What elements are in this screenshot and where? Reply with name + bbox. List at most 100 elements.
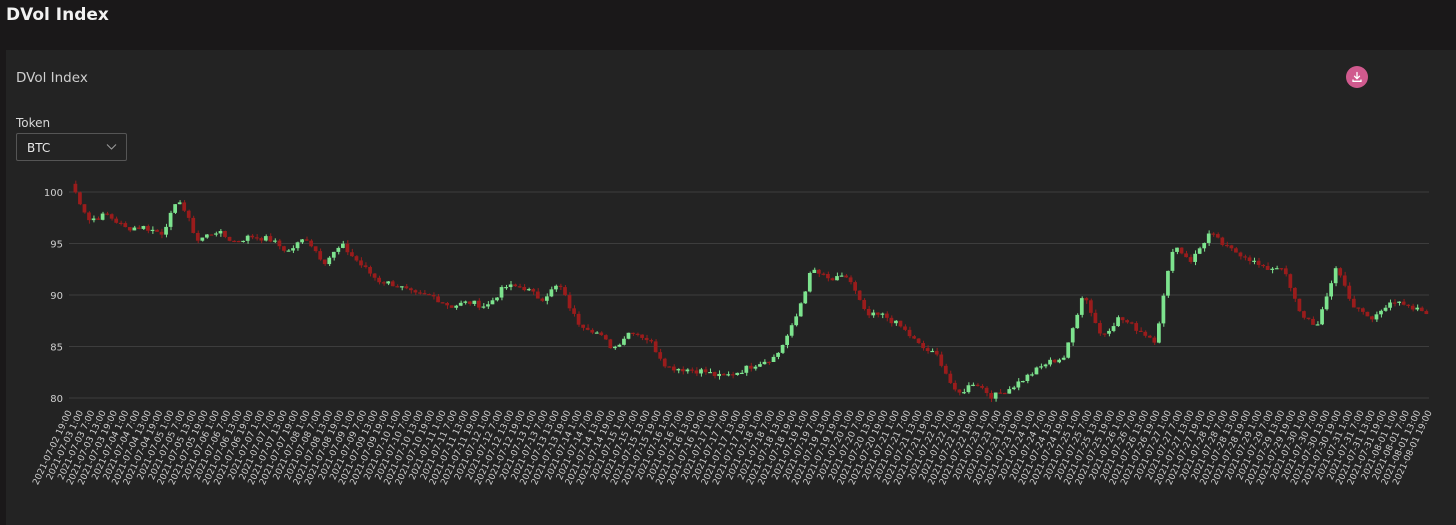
candle <box>812 267 817 274</box>
candle <box>91 215 96 223</box>
candle <box>522 284 527 292</box>
candle <box>989 390 993 403</box>
candle <box>1175 247 1179 255</box>
candle <box>1016 378 1021 391</box>
candle <box>826 271 830 282</box>
download-button[interactable] <box>1346 66 1368 88</box>
candle <box>141 225 146 231</box>
candle <box>558 283 563 290</box>
candle <box>182 200 187 213</box>
candle <box>1265 262 1270 271</box>
candle <box>1098 320 1102 336</box>
candle <box>907 326 912 339</box>
candle <box>599 331 604 336</box>
candle <box>1243 254 1247 261</box>
candle <box>848 275 853 285</box>
candle <box>1188 254 1193 264</box>
candle <box>1247 255 1252 265</box>
candle <box>608 338 613 349</box>
candle <box>649 338 653 344</box>
candle <box>681 366 685 375</box>
candle <box>1415 304 1420 312</box>
candle <box>1211 232 1216 237</box>
candle <box>563 285 567 297</box>
candle <box>1324 292 1329 311</box>
candle <box>245 234 250 244</box>
candle <box>409 287 413 294</box>
candle <box>767 361 771 365</box>
candle <box>1388 299 1392 311</box>
candle <box>146 224 150 234</box>
candle <box>236 240 241 243</box>
candle <box>127 227 132 233</box>
candle <box>1220 236 1225 247</box>
candle <box>1152 335 1157 346</box>
candle <box>458 300 463 307</box>
candle <box>857 290 862 301</box>
candle <box>1206 230 1211 246</box>
candle <box>930 348 935 353</box>
candle <box>554 284 558 292</box>
candle <box>1370 315 1374 323</box>
candle <box>78 191 82 206</box>
candle <box>885 311 889 322</box>
candle <box>214 231 218 237</box>
candle <box>925 345 930 354</box>
candle <box>735 372 740 376</box>
candle <box>631 332 635 336</box>
candle <box>531 287 536 295</box>
candle <box>726 371 731 377</box>
candle <box>1002 392 1007 395</box>
candle <box>313 246 318 253</box>
candle <box>1320 306 1324 326</box>
candle <box>499 285 504 301</box>
candle <box>105 211 109 216</box>
candle <box>739 369 744 375</box>
candle <box>422 290 427 295</box>
candle <box>567 292 572 312</box>
candle <box>263 234 268 242</box>
candle <box>853 280 857 294</box>
candle <box>1297 298 1302 312</box>
candle <box>259 236 264 244</box>
candle <box>354 255 359 262</box>
candle <box>1401 298 1406 306</box>
candle <box>137 225 141 230</box>
candle <box>889 315 894 327</box>
candle <box>377 275 381 285</box>
candle <box>73 180 78 194</box>
candle <box>241 240 245 243</box>
candle <box>644 334 649 344</box>
candle <box>581 324 585 331</box>
candle <box>934 347 939 357</box>
candle <box>1419 306 1424 312</box>
candle <box>662 357 667 369</box>
candle <box>1102 333 1107 337</box>
candle <box>132 225 137 231</box>
candle <box>1120 316 1125 324</box>
candle <box>490 297 495 305</box>
candle <box>1234 247 1238 253</box>
candle <box>96 216 100 221</box>
candle <box>481 303 486 309</box>
candle <box>1197 246 1202 255</box>
token-select[interactable]: BTC <box>16 133 127 161</box>
candle <box>817 268 821 278</box>
candle <box>590 328 595 335</box>
candle <box>445 301 449 309</box>
candle <box>699 367 703 377</box>
candle <box>1066 342 1071 359</box>
candle <box>1306 317 1311 321</box>
candle <box>708 368 712 374</box>
candle <box>1356 307 1361 312</box>
candle <box>758 361 762 368</box>
token-label: Token <box>16 116 51 130</box>
candle <box>966 382 971 394</box>
candle <box>975 383 980 387</box>
candle <box>1410 303 1415 312</box>
candle <box>291 245 295 254</box>
candle <box>962 388 966 395</box>
candle <box>1288 273 1293 292</box>
candle <box>953 380 957 392</box>
candle <box>613 345 617 350</box>
